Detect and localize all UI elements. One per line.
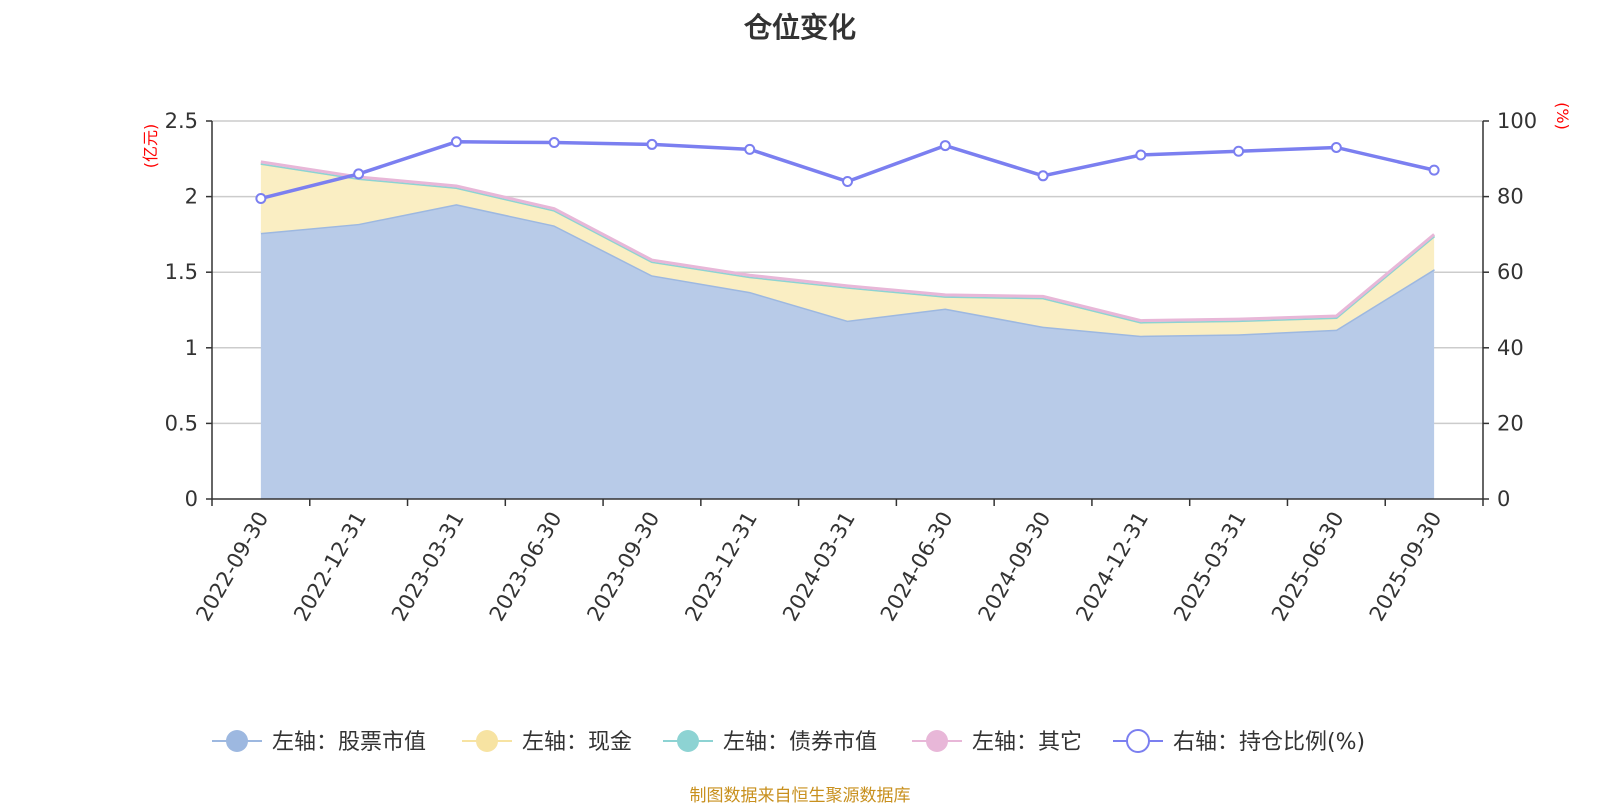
x-tick-label: 2024-12-31: [1071, 508, 1153, 626]
holding-ratio-point: [1428, 164, 1440, 176]
legend-marker: [677, 730, 699, 752]
legend-item: 左轴：债券市值: [663, 730, 877, 755]
holding-ratio-point: [1135, 149, 1147, 161]
legend-marker: [926, 730, 948, 752]
area-layer: [260, 160, 1436, 499]
x-tick-label: 2024-06-30: [876, 508, 958, 626]
x-tick-label: 2022-09-30: [191, 508, 273, 626]
x-tick-label: 2023-03-31: [387, 508, 469, 626]
line-layer: [255, 136, 1440, 204]
legend-item: 左轴：现金: [462, 730, 632, 755]
holding-ratio-point: [255, 192, 267, 204]
holding-ratio-point: [1233, 145, 1245, 157]
holding-ratio-point: [939, 140, 951, 152]
legend-label: 左轴：债券市值: [723, 730, 877, 755]
left-tick-label: 1.5: [165, 260, 198, 284]
holding-ratio-point: [548, 137, 560, 149]
left-tick-label: 2: [185, 185, 198, 209]
left-tick-label: 2.5: [165, 109, 198, 133]
x-tick-label: 2025-09-30: [1365, 508, 1447, 626]
left-tick-label: 1: [185, 336, 198, 360]
legend-label: 左轴：股票市值: [272, 730, 426, 755]
legend-label: 右轴：持仓比例(%): [1173, 730, 1365, 755]
right-tick-label: 80: [1497, 185, 1524, 209]
legend-marker: [226, 730, 248, 752]
legend-label: 左轴：其它: [972, 730, 1082, 755]
x-tick-label: 2023-12-31: [680, 508, 762, 626]
x-tick-label: 2022-12-31: [289, 508, 371, 626]
x-tick-label: 2024-09-30: [974, 508, 1056, 626]
left-tick-label: 0.5: [165, 411, 198, 435]
right-axis-unit: (%): [1553, 102, 1572, 130]
legend-marker: [476, 730, 498, 752]
left-tick-label: 0: [185, 487, 198, 511]
legend-layer: 左轴：股票市值 左轴：现金 左轴：债券市值 左轴：其它 右轴：持仓比例(%): [212, 729, 1365, 755]
legend-item: 左轴：股票市值: [212, 730, 426, 755]
holding-ratio-point: [1330, 141, 1342, 153]
area-0: [260, 204, 1435, 499]
holding-ratio-point: [1037, 170, 1049, 182]
right-tick-label: 0: [1497, 487, 1510, 511]
right-tick-label: 20: [1497, 411, 1524, 435]
x-tick-label: 2025-06-30: [1267, 508, 1349, 626]
holding-ratio-point: [744, 143, 756, 155]
holding-ratio-point: [842, 175, 853, 187]
left-axis-unit: (亿元): [141, 124, 160, 169]
right-tick-label: 60: [1497, 260, 1524, 284]
x-tick-label: 2025-03-31: [1169, 508, 1251, 626]
right-tick-label: 40: [1497, 336, 1524, 360]
legend-item: 左轴：其它: [912, 730, 1082, 755]
x-tick-label: 2023-09-30: [582, 508, 664, 626]
x-tick-label: 2024-03-31: [778, 508, 860, 626]
holding-ratio-point: [450, 136, 462, 148]
holding-ratio-point: [353, 168, 365, 180]
holding-ratio-point: [646, 138, 658, 150]
chart-title: 仓位变化: [743, 11, 856, 44]
source-note: 制图数据来自恒生聚源数据库: [689, 786, 911, 806]
legend-item: 右轴：持仓比例(%): [1113, 729, 1365, 755]
legend-marker: [1126, 729, 1150, 753]
series-line-3: [260, 160, 1436, 323]
x-tick-label: 2023-06-30: [485, 508, 567, 626]
right-tick-label: 100: [1497, 109, 1537, 133]
legend-label: 左轴：现金: [522, 730, 632, 755]
